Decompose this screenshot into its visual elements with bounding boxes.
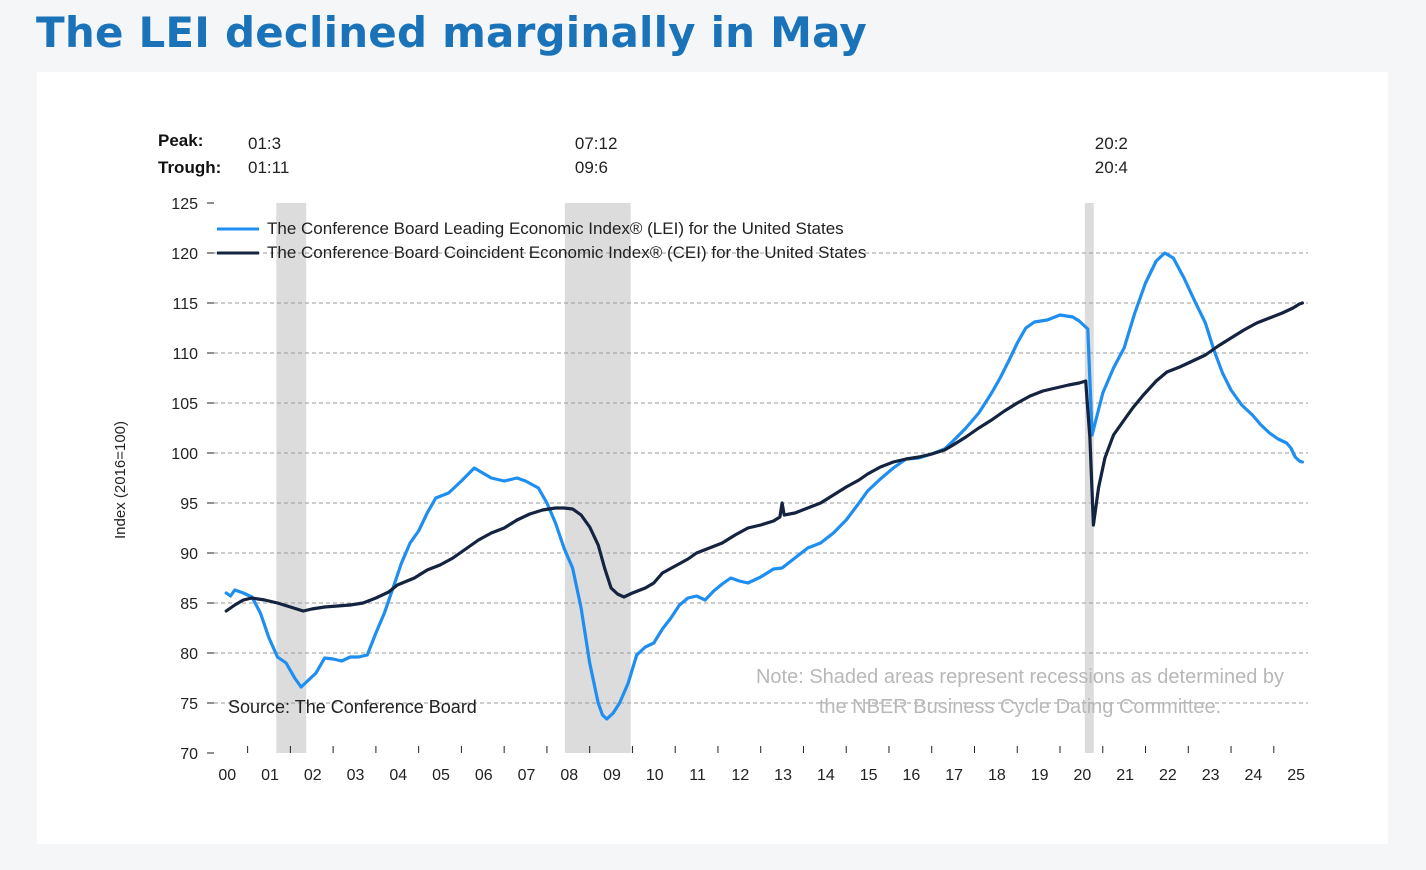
lei-cei-chart: 70 75 80 85 90 95 100 105 110 115 120 125 00 01 02 03 04…	[112, 131, 1308, 784]
x-tick-label: 20	[1073, 767, 1091, 784]
x-tick-label: 04	[389, 767, 407, 784]
x-tick-label: 16	[902, 767, 920, 784]
x-tick-label: 10	[646, 767, 664, 784]
x-tick-label: 06	[475, 767, 493, 784]
trough-label: Trough:	[158, 158, 221, 177]
x-tick-label: 19	[1031, 767, 1049, 784]
recession-band	[1084, 203, 1094, 753]
x-tick-label: 07	[518, 767, 536, 784]
y-axis-title: Index (2016=100)	[112, 421, 129, 539]
x-tick-label: 05	[432, 767, 450, 784]
source-note: Source: The Conference Board	[228, 697, 477, 717]
y-tick-label: 95	[180, 496, 198, 513]
gridlines	[207, 252, 1308, 704]
x-tick-label: 15	[860, 767, 878, 784]
x-tick-label: 03	[347, 767, 365, 784]
series-lines	[224, 251, 1304, 721]
recession-trough-date: 20:4	[1095, 158, 1128, 177]
x-tick-label: 23	[1202, 767, 1220, 784]
x-tick-label: 24	[1245, 767, 1263, 784]
note-line-1: Note: Shaded areas represent recessions …	[756, 666, 1284, 688]
legend: The Conference Board Leading Economic In…	[217, 219, 866, 262]
x-tick-label: 17	[945, 767, 963, 784]
y-tick-label: 80	[180, 646, 198, 663]
x-tick-label: 25	[1287, 767, 1305, 784]
chart-panel: 70 75 80 85 90 95 100 105 110 115 120 125 00 01 02 03 04…	[37, 72, 1388, 844]
y-tick-label: 115	[172, 296, 198, 313]
x-tick-label: 09	[603, 767, 621, 784]
y-tick-label: 90	[180, 546, 198, 563]
x-tick-label: 21	[1116, 767, 1134, 784]
lei-series-line	[224, 251, 1304, 721]
recession-trough-date: 09:6	[575, 158, 608, 177]
recession-peak-date: 07:12	[575, 134, 618, 153]
axes: 70 75 80 85 90 95 100 105 110 115 120 125 00 01 02 03 04…	[171, 196, 1305, 784]
y-tick-label: 105	[171, 396, 198, 413]
x-tick-label: 08	[560, 767, 578, 784]
note-line-2: the NBER Business Cycle Dating Committee…	[819, 696, 1221, 718]
x-tick-label: 13	[774, 767, 792, 784]
x-tick-label: 18	[988, 767, 1006, 784]
x-tick-label: 00	[218, 767, 236, 784]
x-tick-label: 12	[731, 767, 749, 784]
recession-band	[564, 203, 631, 753]
y-tick-label: 100	[171, 446, 198, 463]
x-tick-label: 02	[304, 767, 322, 784]
y-tick-label: 70	[180, 746, 198, 763]
cei-series-line	[224, 301, 1304, 613]
peak-label: Peak:	[158, 131, 203, 150]
x-tick-label: 22	[1159, 767, 1177, 784]
recession-peak-date: 20:2	[1095, 134, 1128, 153]
recession-trough-date: 01:11	[248, 158, 289, 177]
y-tick-label: 110	[172, 346, 198, 363]
x-tick-label: 14	[817, 767, 835, 784]
legend-label-cei: The Conference Board Coincident Economic…	[267, 243, 866, 262]
recession-shading-group	[276, 203, 1094, 753]
y-tick-label: 85	[180, 596, 198, 613]
y-tick-label: 120	[171, 246, 198, 263]
page-title: The LEI declined marginally in May	[36, 8, 867, 57]
y-tick-label: 125	[171, 196, 198, 213]
recession-peak-date: 01:3	[248, 134, 281, 153]
x-tick-label: 01	[261, 767, 279, 784]
legend-label-lei: The Conference Board Leading Economic In…	[267, 219, 844, 238]
x-tick-label: 11	[689, 767, 706, 784]
recession-labels: 01:3 01:11 07:12 09:6 20:2 20:4	[248, 134, 1128, 177]
y-tick-label: 75	[180, 696, 198, 713]
